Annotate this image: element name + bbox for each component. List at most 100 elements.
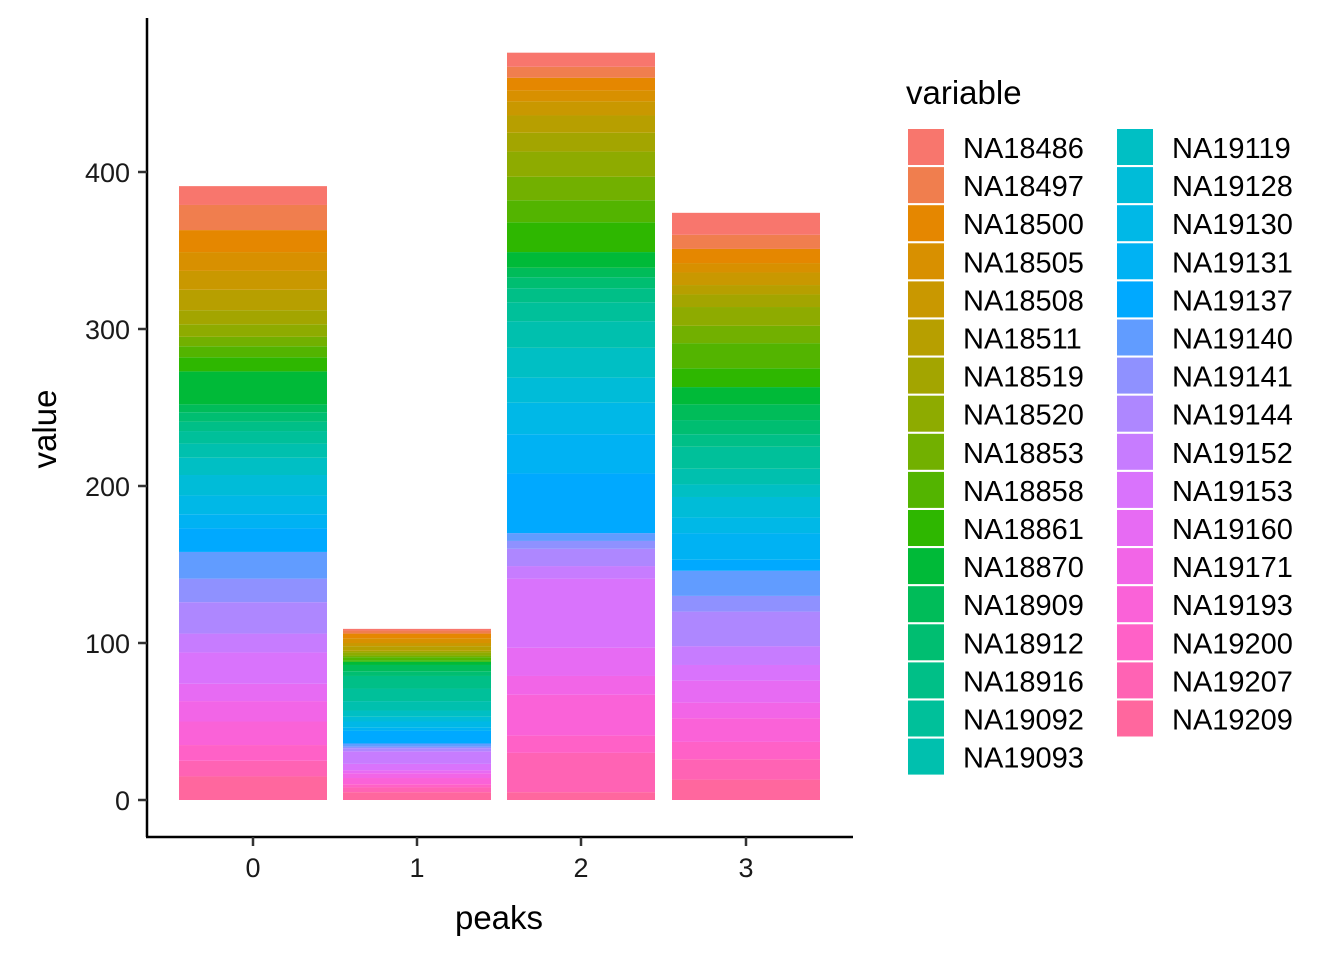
bar-segment-NA18505-peak-0 [179, 252, 327, 271]
bar-segment-NA18853-peak-1 [343, 655, 491, 658]
bar-segment-NA19193-peak-2 [507, 694, 655, 736]
bar-segment-NA18909-peak-3 [672, 404, 820, 421]
legend-key-NA18505 [908, 243, 944, 280]
legend-key-NA19137 [1117, 281, 1153, 318]
bar-segment-NA19144-peak-2 [507, 548, 655, 567]
legend-key-NA18500 [908, 205, 944, 242]
bar-segment-NA19131-peak-3 [672, 533, 820, 560]
bar-segment-NA19153-peak-2 [507, 578, 655, 648]
bar-segment-NA19152-peak-2 [507, 566, 655, 579]
bar-segment-NA19171-peak-2 [507, 675, 655, 695]
bar-segment-NA19128-peak-3 [672, 496, 820, 518]
bar-segment-NA19130-peak-2 [507, 402, 655, 435]
bars-layer [179, 52, 820, 800]
bar-segment-NA18508-peak-0 [179, 270, 327, 290]
bar-segment-NA19119-peak-2 [507, 347, 655, 378]
bar-segment-NA19092-peak-2 [507, 302, 655, 322]
y-axis-ticks: 0 100 200 300 400 [85, 158, 147, 816]
bar-segment-NA19200-peak-3 [672, 741, 820, 760]
bar-segment-NA19200-peak-1 [343, 784, 491, 788]
y-tick-label: 400 [85, 158, 130, 188]
bar-segment-NA19128-peak-1 [343, 716, 491, 722]
legend-label-NA19153: NA19153 [1172, 476, 1293, 508]
legend-key-NA19209 [1117, 700, 1153, 737]
y-tick-label: 0 [115, 786, 130, 816]
bar-segment-NA19128-peak-2 [507, 377, 655, 403]
bar-segment-NA19160-peak-3 [672, 680, 820, 703]
bar-segment-NA19119-peak-3 [672, 484, 820, 497]
bar-segment-NA18511-peak-0 [179, 289, 327, 311]
bar-segment-NA19119-peak-0 [179, 457, 327, 476]
legend-key-NA19152 [1117, 433, 1153, 470]
legend-label-NA18511: NA18511 [963, 324, 1082, 356]
x-tick-label: 0 [245, 853, 260, 883]
bar-segment-NA18909-peak-1 [343, 664, 491, 672]
legend-label-NA19207: NA19207 [1172, 666, 1293, 698]
bar-segment-NA19209-peak-1 [343, 792, 491, 800]
legend-key-NA18511 [908, 319, 944, 356]
bar-segment-NA19193-peak-0 [179, 721, 327, 746]
bar-segment-NA18870-peak-1 [343, 661, 491, 665]
bar-segment-NA19119-peak-1 [343, 710, 491, 717]
bar-segment-NA18870-peak-0 [179, 371, 327, 405]
legend-label-NA18870: NA18870 [963, 552, 1084, 584]
bar-segment-NA18853-peak-0 [179, 336, 327, 347]
bar-segment-NA18497-peak-0 [179, 204, 327, 231]
legend-key-NA18912 [908, 624, 944, 661]
bar-segment-NA18519-peak-3 [672, 294, 820, 308]
bar-segment-NA19093-peak-3 [672, 468, 820, 485]
bar-segment-NA18916-peak-2 [507, 288, 655, 303]
bar-segment-NA18858-peak-0 [179, 346, 327, 358]
bar-segment-NA19128-peak-0 [179, 475, 327, 496]
bar-segment-NA18508-peak-2 [507, 101, 655, 116]
bar-segment-NA18497-peak-2 [507, 66, 655, 78]
legend-key-NA18853 [908, 433, 944, 470]
bar-segment-NA19207-peak-0 [179, 760, 327, 777]
bar-segment-NA19141-peak-3 [672, 595, 820, 612]
legend-key-NA19171 [1117, 548, 1153, 585]
bar-segment-NA18909-peak-2 [507, 267, 655, 278]
legend-key-NA18870 [908, 548, 944, 585]
legend-key-NA18520 [908, 395, 944, 432]
legend-key-NA19193 [1117, 586, 1153, 623]
bar-segment-NA19141-peak-2 [507, 540, 655, 549]
bar-segment-NA19140-peak-2 [507, 533, 655, 541]
legend-label-NA18500: NA18500 [963, 209, 1084, 241]
bar-segment-NA19209-peak-0 [179, 776, 327, 800]
bar-segment-NA18861-peak-1 [343, 660, 491, 662]
bar-segment-NA19193-peak-1 [343, 778, 491, 785]
legend-key-NA18519 [908, 357, 944, 394]
x-axis-title: peaks [455, 899, 543, 936]
legend-label-NA19160: NA19160 [1172, 514, 1293, 546]
bar-segment-NA19193-peak-3 [672, 718, 820, 742]
bar-segment-NA19092-peak-0 [179, 431, 327, 444]
bar-segment-NA18912-peak-3 [672, 420, 820, 435]
bar-segment-NA19160-peak-0 [179, 683, 327, 702]
bar-segment-NA19207-peak-3 [672, 759, 820, 780]
bar-segment-NA19152-peak-1 [343, 751, 491, 764]
bar-segment-NA19207-peak-2 [507, 752, 655, 793]
bar-segment-NA19171-peak-1 [343, 773, 491, 779]
legend-label-NA19119: NA19119 [1172, 133, 1291, 165]
bar-segment-NA19152-peak-3 [672, 646, 820, 665]
bar-segment-NA18519-peak-2 [507, 132, 655, 152]
legend-label-NA18486: NA18486 [963, 133, 1084, 165]
legend-title: variable [906, 74, 1022, 111]
bar-segment-NA18912-peak-2 [507, 277, 655, 289]
bar-segment-NA19130-peak-1 [343, 721, 491, 728]
bar-segment-NA19153-peak-0 [179, 652, 327, 684]
legend-label-NA19093: NA19093 [963, 743, 1084, 775]
x-tick-label: 1 [409, 853, 424, 883]
bar-segment-NA18486-peak-0 [179, 186, 327, 205]
legend-key-NA18858 [908, 471, 944, 508]
legend-key-NA18909 [908, 586, 944, 623]
bar-segment-NA18500-peak-2 [507, 77, 655, 91]
bar-segment-NA18870-peak-2 [507, 252, 655, 268]
legend-key-NA19160 [1117, 510, 1153, 546]
bar-segment-NA18511-peak-2 [507, 115, 655, 133]
legend-key-NA19141 [1117, 357, 1153, 394]
legend-label-NA19137: NA19137 [1172, 285, 1293, 317]
bar-segment-NA19209-peak-2 [507, 792, 655, 800]
legend-label-NA19144: NA19144 [1172, 400, 1293, 432]
